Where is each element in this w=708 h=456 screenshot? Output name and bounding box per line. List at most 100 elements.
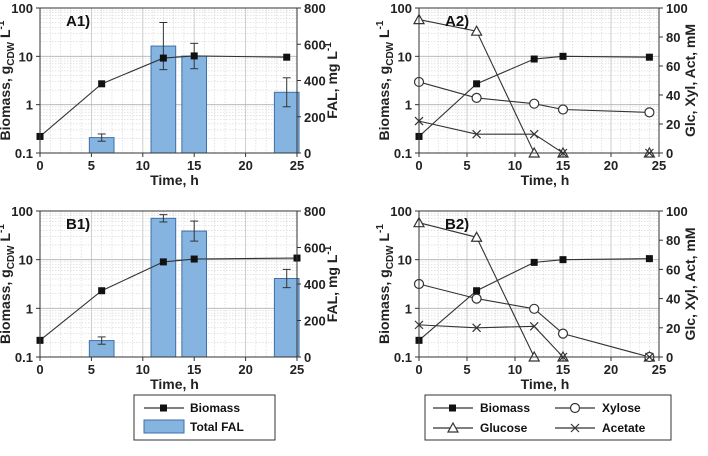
biomass-point bbox=[98, 80, 106, 88]
fal-bar bbox=[273, 278, 300, 358]
xylose-point bbox=[557, 328, 569, 339]
xylose-point bbox=[529, 98, 540, 109]
legend-acetate-marker bbox=[570, 423, 580, 433]
x-tick-label: 10 bbox=[136, 158, 150, 173]
biomass-point bbox=[559, 52, 567, 60]
y-right-tick-label: 40 bbox=[666, 292, 680, 307]
y-left-tick-label: 0.1 bbox=[394, 350, 412, 365]
legend-r-biomass-label: Biomass bbox=[480, 401, 530, 415]
x-tick-label: 10 bbox=[508, 362, 522, 377]
y-right-axis-label: Glc, Xyl, Act, mM bbox=[682, 227, 698, 340]
x-tick-label: 25 bbox=[652, 158, 666, 173]
y-right-axis-label: Glc, Xyl, Act, mM bbox=[682, 24, 698, 137]
chart-panels: 0 5 10 15 20 250.11101000200400600800A1)Time,… bbox=[0, 1, 698, 392]
x-axis-label: Time, h bbox=[150, 376, 199, 392]
panel-label: A1) bbox=[66, 13, 90, 30]
legend-right-box bbox=[424, 394, 672, 441]
biomass-point bbox=[190, 255, 198, 263]
glucose-point bbox=[470, 24, 483, 36]
x-axis-label: Time, h bbox=[150, 172, 199, 188]
y-right-tick-label: 0 bbox=[304, 350, 311, 365]
y-left-tick-label: 0.1 bbox=[394, 146, 412, 161]
legend-r-biomass-marker bbox=[449, 404, 456, 412]
fal-bar bbox=[150, 217, 177, 358]
biomass-point bbox=[473, 80, 481, 88]
biomass-point bbox=[473, 287, 481, 295]
y-right-tick-label: 0 bbox=[666, 146, 673, 161]
y-right-axis-label: FAL, mg L-1 bbox=[323, 42, 340, 119]
biomass-point bbox=[159, 54, 167, 62]
x-tick-label: 5 bbox=[88, 158, 95, 173]
xylose-point bbox=[557, 104, 569, 115]
legend-glucose-marker bbox=[446, 421, 460, 433]
y-right-tick-label: 200 bbox=[304, 314, 326, 329]
x-tick-label: 15 bbox=[187, 362, 201, 377]
y-left-axis-label: Biomass, gCDW L-1 bbox=[375, 224, 396, 344]
y-right-tick-label: 20 bbox=[666, 321, 680, 336]
chart-a1: 0 5 10 15 20 25 0.1 1 10 100 0 200 400 600 800 A1) Time,… bbox=[0, 1, 340, 188]
y-right-tick-label: 80 bbox=[666, 30, 680, 45]
y-right-tick-label: 0 bbox=[666, 350, 673, 365]
x-tick-label: 20 bbox=[604, 158, 618, 173]
legend-xylose-label: Xylose bbox=[602, 401, 641, 415]
y-right-tick-label: 100 bbox=[666, 1, 688, 16]
legend-glucose-label: Glucose bbox=[480, 421, 528, 435]
y-left-tick-label: 10 bbox=[19, 49, 33, 64]
fal-bar bbox=[181, 230, 208, 358]
y-right-tick-label: 0 bbox=[304, 146, 311, 161]
legend-fal-label: Total FAL bbox=[190, 420, 244, 434]
biomass-point bbox=[159, 258, 167, 266]
x-tick-label: 15 bbox=[187, 158, 201, 173]
acetate-point bbox=[472, 323, 482, 333]
x-tick-label: 15 bbox=[556, 158, 570, 173]
x-tick-label: 20 bbox=[604, 362, 618, 377]
y-left-tick-label: 100 bbox=[390, 1, 412, 16]
x-tick-label: 5 bbox=[88, 362, 95, 377]
legend-left: Biomass Total FAL bbox=[133, 394, 276, 441]
legend-xylose-marker bbox=[569, 402, 581, 414]
y-left-tick-label: 1 bbox=[26, 98, 33, 113]
y-left-axis-label: Biomass, gCDW L-1 bbox=[0, 224, 17, 344]
y-right-axis-label: FAL, mg L-1 bbox=[323, 245, 340, 322]
xylose-point bbox=[471, 293, 482, 304]
plot-frame bbox=[418, 210, 660, 358]
xylose-point bbox=[471, 92, 482, 104]
y-left-tick-label: 10 bbox=[19, 253, 33, 268]
x-tick-label: 5 bbox=[463, 362, 470, 377]
y-left-tick-label: 100 bbox=[390, 204, 412, 219]
x-tick-label: 0 bbox=[415, 158, 422, 173]
fal-bar bbox=[181, 55, 208, 154]
glucose-point bbox=[470, 231, 483, 242]
y-left-axis-label: Biomass, gCDW L-1 bbox=[0, 20, 17, 140]
xylose-point bbox=[644, 107, 655, 118]
biomass-point bbox=[190, 52, 198, 60]
panel-label: A2) bbox=[445, 13, 469, 30]
y-left-axis-label: Biomass, gCDW L-1 bbox=[375, 20, 396, 140]
acetate-point bbox=[529, 321, 539, 331]
acetate-point bbox=[529, 129, 539, 139]
x-axis-label: Time, h bbox=[521, 376, 570, 392]
x-tick-label: 25 bbox=[290, 362, 304, 377]
plot-frame bbox=[418, 7, 660, 154]
x-tick-label: 10 bbox=[508, 158, 522, 173]
legend-right: Biomass Xylose Glucose Acetate bbox=[424, 394, 672, 441]
x-tick-label: 15 bbox=[556, 362, 570, 377]
legend-acetate-label: Acetate bbox=[602, 421, 646, 435]
y-left-tick-label: 10 bbox=[398, 253, 412, 268]
y-right-tick-label: 600 bbox=[304, 37, 326, 52]
x-tick-label: 20 bbox=[238, 362, 252, 377]
legend-biomass-label: Biomass bbox=[190, 401, 240, 415]
y-right-tick-label: 20 bbox=[666, 117, 680, 132]
y-right-tick-label: 800 bbox=[304, 1, 326, 16]
biomass-point bbox=[559, 256, 567, 264]
biomass-point bbox=[530, 258, 538, 266]
biomass-point bbox=[530, 55, 538, 63]
legend-fal-swatch bbox=[143, 419, 185, 434]
y-left-tick-label: 10 bbox=[398, 49, 412, 64]
x-tick-label: 25 bbox=[290, 158, 304, 173]
x-tick-label: 5 bbox=[463, 158, 470, 173]
y-right-tick-label: 60 bbox=[666, 262, 680, 277]
y-left-tick-label: 100 bbox=[11, 204, 33, 219]
y-left-tick-label: 1 bbox=[405, 98, 412, 113]
